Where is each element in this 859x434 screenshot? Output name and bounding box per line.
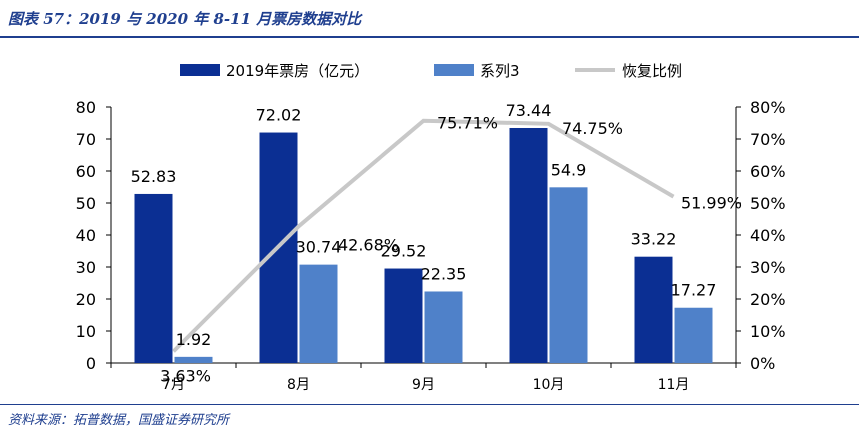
bar-2019-label: 29.52 <box>381 242 427 261</box>
y-tick-label: 50 <box>76 194 96 213</box>
legend: 2019年票房（亿元） 系列3 恢复比例 <box>180 62 682 80</box>
top-rule <box>0 36 859 38</box>
figure-title: 图表 57：2019 与 2020 年 8-11 月票房数据对比 <box>8 10 362 28</box>
bar-series3 <box>674 307 713 363</box>
recovery-line-label: 74.75% <box>562 119 623 138</box>
recovery-line-label: 75.71% <box>437 114 498 133</box>
legend-label-series3: 系列3 <box>480 62 520 80</box>
y2-tick-label: 10% <box>750 322 786 341</box>
y2-tick-label: 0% <box>750 354 775 373</box>
y-tick-label: 60 <box>76 162 96 181</box>
x-tick-label: 10月 <box>533 377 565 393</box>
y2-tick-label: 70% <box>750 130 786 149</box>
axes: 0 10 20 30 40 50 60 70 80 0% 10% 20% 30% 40% 50% 60% 70%… <box>76 98 786 393</box>
recovery-line-label: 51.99% <box>681 194 742 213</box>
data-labels: 52.83 1.92 72.02 30.74 29.52 22.35 73.44 54.9 33… <box>131 101 742 385</box>
y-tick-label: 0 <box>86 354 96 373</box>
recovery-line <box>172 118 675 353</box>
bar-series3 <box>174 356 213 363</box>
y-tick-label: 80 <box>76 98 96 117</box>
y2-tick-label: 30% <box>750 258 786 277</box>
bar-series3 <box>299 264 338 363</box>
legend-swatch-series3 <box>434 64 474 76</box>
bars <box>134 127 713 363</box>
y2-tick-label: 50% <box>750 194 786 213</box>
bar-series3-label: 1.92 <box>176 330 212 349</box>
bar-2019 <box>509 127 548 363</box>
y2-tick-label: 40% <box>750 226 786 245</box>
bar-2019-label: 72.02 <box>256 106 302 125</box>
recovery-line-label: 3.63% <box>160 366 211 385</box>
bottom-rule <box>0 404 859 405</box>
bar-series3 <box>424 291 463 363</box>
bar-series3-label: 22.35 <box>421 264 467 283</box>
y2-tick-label: 80% <box>750 98 786 117</box>
legend-label-2019: 2019年票房（亿元） <box>226 62 369 80</box>
y-tick-label: 40 <box>76 226 96 245</box>
bar-series3 <box>549 187 588 363</box>
source-note: 资料来源：拓普数据，国盛证券研究所 <box>8 413 230 428</box>
x-tick-label: 8月 <box>287 377 310 393</box>
bar-series3-label: 30.74 <box>296 238 342 257</box>
y-tick-label: 10 <box>76 322 96 341</box>
bar-2019-label: 52.83 <box>131 167 177 186</box>
x-tick-label: 11月 <box>658 377 690 393</box>
bar-2019 <box>134 193 173 363</box>
bar-2019 <box>634 256 673 363</box>
bar-2019 <box>384 268 423 363</box>
legend-swatch-2019 <box>180 64 220 76</box>
bar-series3-label: 54.9 <box>551 160 587 179</box>
bar-series3-label: 17.27 <box>671 281 717 300</box>
y-tick-label: 20 <box>76 290 96 309</box>
bar-2019-label: 33.22 <box>631 230 677 249</box>
y2-tick-label: 60% <box>750 162 786 181</box>
y-tick-label: 30 <box>76 258 96 277</box>
bar-2019-label: 73.44 <box>506 101 552 120</box>
recovery-line-path <box>172 118 675 353</box>
x-tick-label: 7月 <box>162 377 185 393</box>
recovery-line-label: 42.68% <box>338 235 399 254</box>
x-tick-label: 9月 <box>412 377 435 393</box>
y-tick-label: 70 <box>76 130 96 149</box>
y2-tick-label: 20% <box>750 290 786 309</box>
legend-label-recovery: 恢复比例 <box>622 62 682 80</box>
